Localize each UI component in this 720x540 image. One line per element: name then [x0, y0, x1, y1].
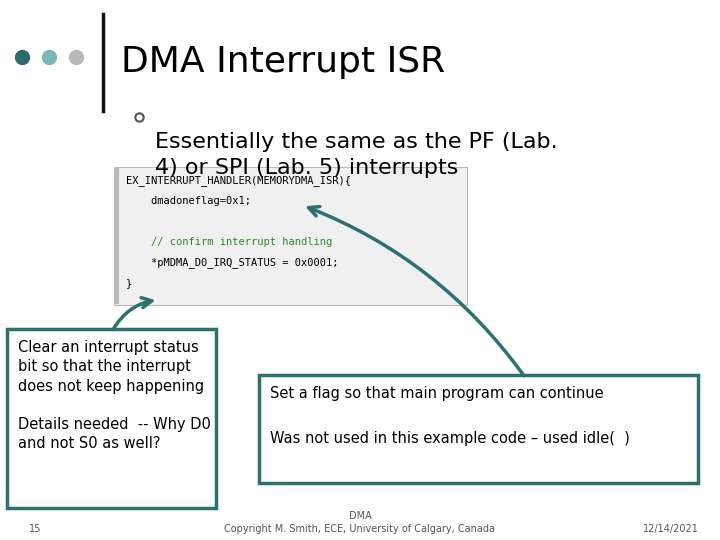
Text: Set a flag so that main program can continue

Was not used in this example code : Set a flag so that main program can cont… — [270, 386, 630, 445]
Text: DMA Interrupt ISR: DMA Interrupt ISR — [121, 45, 445, 79]
Text: DMA
Copyright M. Smith, ECE, University of Calgary, Canada: DMA Copyright M. Smith, ECE, University … — [225, 511, 495, 534]
FancyBboxPatch shape — [7, 329, 216, 508]
Text: Essentially the same as the PF (Lab.
4) or SPI (Lab. 5) interrupts: Essentially the same as the PF (Lab. 4) … — [155, 132, 557, 178]
FancyBboxPatch shape — [114, 167, 467, 305]
Text: Clear an interrupt status
bit so that the interrupt
does not keep happening

Det: Clear an interrupt status bit so that th… — [18, 340, 211, 451]
Text: 15: 15 — [29, 523, 41, 534]
Text: }: } — [126, 278, 132, 288]
Text: EX_INTERRUPT_HANDLER(MEMORYDMA_ISR){: EX_INTERRUPT_HANDLER(MEMORYDMA_ISR){ — [126, 176, 351, 186]
Text: dmadoneflag=0x1;: dmadoneflag=0x1; — [126, 196, 251, 206]
Text: // confirm interrupt handling: // confirm interrupt handling — [126, 237, 332, 247]
Text: 12/14/2021: 12/14/2021 — [642, 523, 698, 534]
Text: *pMDMA_D0_IRQ_STATUS = 0x0001;: *pMDMA_D0_IRQ_STATUS = 0x0001; — [126, 258, 338, 268]
FancyBboxPatch shape — [259, 375, 698, 483]
